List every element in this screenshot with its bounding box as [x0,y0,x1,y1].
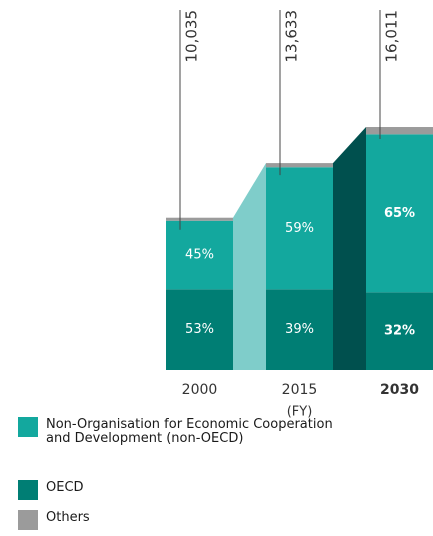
bar-segment [366,127,433,135]
legend-swatch [18,417,38,437]
bar-segment [366,134,433,293]
legend-swatch [18,480,38,500]
connector [233,163,266,370]
value-label: 45% [185,248,214,263]
value-label: 39% [285,322,314,337]
bar-segment [266,289,333,370]
legend-item: Non-Organisation for Economic Cooperatio… [18,417,336,446]
bar-segment [166,289,233,370]
value-label: 53% [185,322,214,337]
bar-segment [266,163,333,168]
bar-segment [266,167,333,290]
legend-item: OECD [18,480,376,500]
x-tick-label: 2015 [282,382,318,398]
connector [333,127,366,371]
legend-item: Others [18,510,376,530]
total-label: 13,633 [283,10,301,63]
x-tick-label: 2030 [380,382,419,398]
legend-label: OECD [46,480,84,495]
x-tick-note: (FY) [287,405,313,420]
legend-swatch [18,510,38,530]
x-tick-label: 2000 [182,382,218,398]
bar-segment [366,292,433,370]
legend-label: Non-Organisation for Economic Cooperatio… [46,417,333,446]
total-label: 16,011 [383,10,401,63]
value-label: 65% [384,206,415,221]
total-label: 10,035 [183,10,201,63]
value-label: 59% [285,221,314,236]
bar-segment [166,217,233,221]
value-label: 32% [384,324,415,339]
legend-label: Others [46,510,90,525]
bar-segment [166,220,233,290]
